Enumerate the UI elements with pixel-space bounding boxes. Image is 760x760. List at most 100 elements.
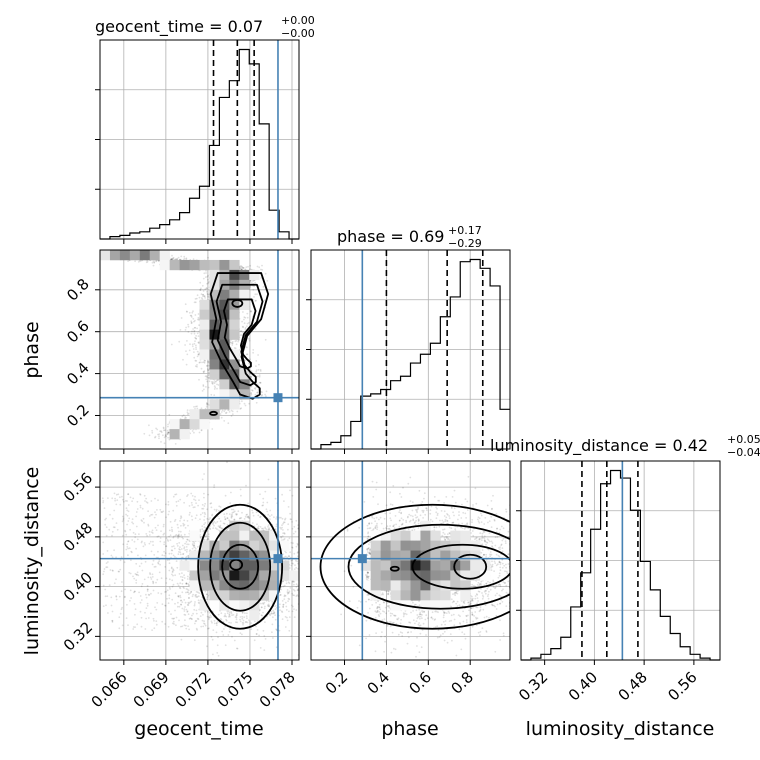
sample-point <box>185 257 188 260</box>
density-cell <box>229 309 240 320</box>
sample-point <box>304 544 306 546</box>
sample-point <box>187 604 190 606</box>
sample-point <box>183 533 186 536</box>
sample-point <box>244 404 247 407</box>
sample-point <box>206 530 209 532</box>
sample-point <box>164 566 167 568</box>
sample-point <box>258 266 261 269</box>
density-cell <box>219 269 230 281</box>
sample-point <box>202 385 205 387</box>
sample-point <box>186 353 189 356</box>
sample-point <box>242 267 245 269</box>
density-cell <box>219 319 230 330</box>
sample-point <box>94 246 96 248</box>
sample-point <box>166 433 169 435</box>
sample-point <box>185 258 188 261</box>
sample-point <box>193 544 196 547</box>
sample-point <box>191 430 194 432</box>
sample-point <box>218 666 220 668</box>
sample-point <box>194 365 197 368</box>
sample-point <box>165 545 168 548</box>
sample-point <box>186 411 189 414</box>
sample-point <box>271 631 273 634</box>
density-cell <box>189 419 200 430</box>
sample-point <box>194 405 197 408</box>
sample-point <box>239 367 242 370</box>
density-cell <box>229 389 240 400</box>
sample-point <box>244 328 247 330</box>
sample-point <box>206 403 208 406</box>
sample-point <box>286 616 288 619</box>
sample-point <box>211 382 214 385</box>
sample-point <box>181 579 184 582</box>
sample-point <box>247 321 250 324</box>
sample-point <box>196 294 199 297</box>
scatter-phase-vs-geocent-time <box>92 246 300 450</box>
sample-point <box>241 400 243 403</box>
sample-point <box>203 361 206 364</box>
density-cell <box>169 419 180 430</box>
sample-point <box>230 622 232 624</box>
sample-point <box>260 277 262 279</box>
sample-point <box>151 573 154 576</box>
sample-point <box>229 341 232 343</box>
density-cell <box>199 329 210 340</box>
sample-point <box>197 313 200 315</box>
sample-point <box>246 325 248 328</box>
sample-point <box>164 435 167 437</box>
sample-point <box>204 535 207 538</box>
sample-point <box>230 341 232 344</box>
sample-point <box>237 340 240 343</box>
sample-point <box>183 501 186 504</box>
sample-point <box>294 530 297 533</box>
sample-point <box>295 609 298 611</box>
density-cell <box>199 409 210 420</box>
sample-point <box>249 264 252 267</box>
density-cell <box>100 250 111 261</box>
sample-point <box>160 441 162 443</box>
sample-point <box>255 633 258 635</box>
sample-point <box>189 343 191 346</box>
sample-point <box>306 614 308 616</box>
sample-point <box>249 279 252 282</box>
sample-point <box>234 347 237 350</box>
sample-point <box>206 593 208 596</box>
sample-point <box>92 251 94 253</box>
sample-point <box>187 555 190 557</box>
sample-point <box>165 537 168 539</box>
sample-point <box>200 407 203 410</box>
sample-point <box>208 617 210 619</box>
sample-point <box>95 247 97 249</box>
sample-point <box>216 387 218 390</box>
sample-point <box>188 349 191 352</box>
sample-point <box>262 527 264 530</box>
density-cell <box>179 259 190 271</box>
sample-point <box>202 293 205 296</box>
sample-point <box>193 506 196 508</box>
density-cell <box>229 399 240 410</box>
sample-point <box>139 260 142 262</box>
sample-point <box>183 599 186 601</box>
sample-point <box>274 618 277 621</box>
sample-point <box>191 311 194 314</box>
sample-point <box>198 431 201 434</box>
sample-point <box>190 332 193 335</box>
sample-point <box>251 389 253 391</box>
sample-point <box>194 298 197 300</box>
sample-point <box>193 356 196 359</box>
sample-point <box>287 600 289 602</box>
sample-point <box>167 602 170 605</box>
sample-point <box>243 318 245 321</box>
sample-point <box>207 369 210 371</box>
sample-point <box>205 287 208 289</box>
sample-point <box>164 623 167 625</box>
sample-point <box>176 257 179 260</box>
sample-point <box>207 282 210 285</box>
sample-point <box>242 311 244 313</box>
sample-point <box>223 410 226 413</box>
sample-point <box>228 519 231 522</box>
sample-point <box>160 431 163 434</box>
histogram-frame <box>99 39 300 240</box>
sample-point <box>166 429 169 432</box>
sample-point <box>331 547 333 549</box>
